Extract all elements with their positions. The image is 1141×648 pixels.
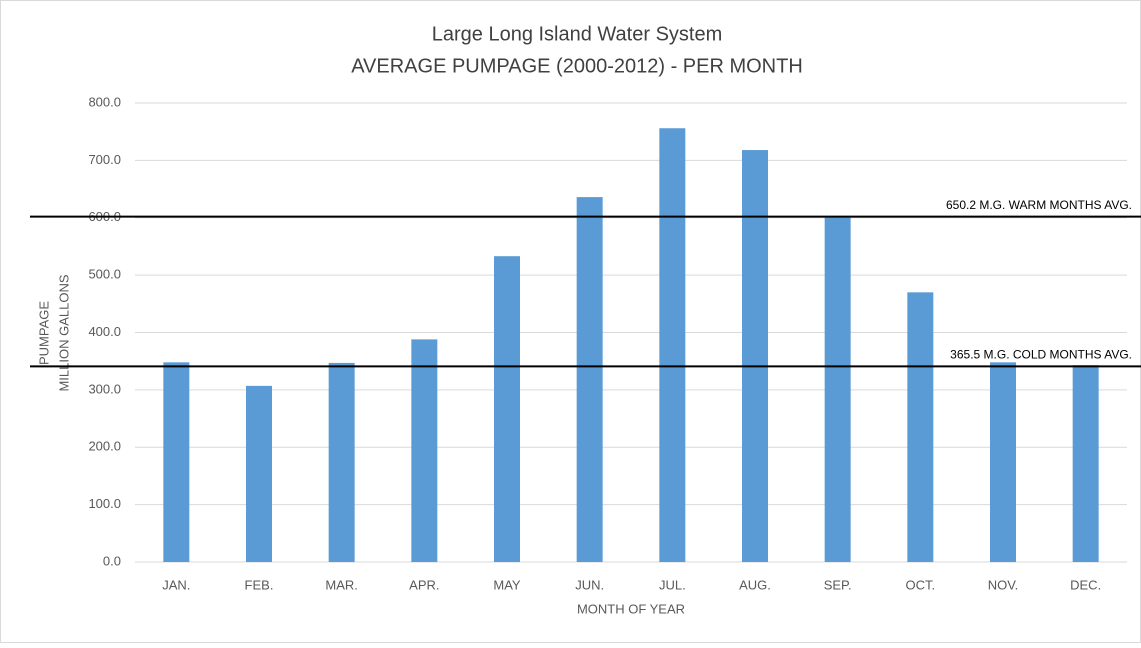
x-tick-label: APR. (409, 577, 439, 592)
x-tick-label: FEB. (245, 577, 274, 592)
y-tick-label: 0.0 (103, 553, 121, 568)
y-tick-label: 200.0 (88, 439, 121, 454)
x-tick-label: AUG. (739, 577, 771, 592)
y-tick-label: 400.0 (88, 324, 121, 339)
reference-label: 365.5 M.G. COLD MONTHS AVG. (950, 348, 1132, 362)
x-tick-label: NOV. (988, 577, 1019, 592)
bar (824, 217, 851, 562)
bar (742, 150, 768, 563)
x-tick-label: MAY (493, 577, 521, 592)
y-tick-label: 300.0 (88, 381, 121, 396)
y-axis-label: PUMPAGE (36, 301, 51, 365)
bar (163, 362, 190, 562)
reference-label: 650.2 M.G. WARM MONTHS AVG. (946, 198, 1132, 212)
y-tick-label: 700.0 (88, 152, 121, 167)
bar (494, 256, 520, 562)
bar (907, 292, 934, 562)
x-axis-label: MONTH OF YEAR (577, 601, 685, 616)
y-tick-label: 800.0 (88, 94, 121, 109)
bar (1072, 365, 1099, 562)
x-tick-label: JUN. (575, 577, 604, 592)
x-tick-label: OCT. (906, 577, 936, 592)
bar (659, 128, 686, 562)
bar (990, 362, 1016, 562)
y-axis-label: MILLION GALLONS (56, 274, 71, 391)
chart-title: Large Long Island Water System (432, 23, 723, 45)
bar (328, 362, 355, 562)
y-tick-label: 500.0 (88, 267, 121, 282)
x-tick-label: DEC. (1070, 577, 1101, 592)
x-tick-label: JAN. (162, 577, 190, 592)
bar (411, 339, 438, 562)
chart-subtitle: AVERAGE PUMPAGE (2000-2012) - PER MONTH (351, 55, 803, 77)
bar (246, 385, 272, 562)
bar (576, 197, 603, 562)
x-tick-label: MAR. (325, 577, 358, 592)
x-tick-label: SEP. (824, 577, 852, 592)
x-tick-label: JUL. (659, 577, 686, 592)
y-tick-label: 100.0 (88, 496, 121, 511)
